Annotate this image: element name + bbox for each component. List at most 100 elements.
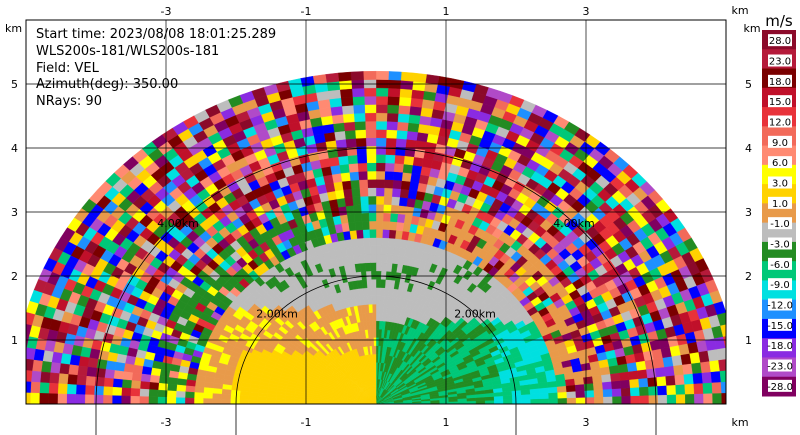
velocity-cell — [14, 358, 25, 370]
velocity-cell — [365, 137, 377, 147]
start-time: Start time: 2023/08/08 18:01:25.289 — [36, 27, 276, 42]
velocity-cell — [628, 370, 639, 380]
velocity-cell — [75, 394, 86, 404]
colorbar-label: 9.0 — [772, 138, 788, 149]
velocity-cell — [386, 112, 399, 123]
velocity-cell — [394, 230, 403, 240]
velocity-cell — [121, 379, 132, 389]
velocity-cell — [393, 163, 404, 173]
velocity-cell — [711, 381, 722, 394]
x-tick-label-bottom: 1 — [443, 416, 450, 429]
velocity-cell — [343, 121, 356, 132]
velocity-cell — [331, 114, 344, 125]
velocity-cell — [592, 374, 603, 384]
velocity-cell — [366, 162, 377, 172]
velocity-cell — [574, 383, 586, 392]
velocity-cell — [425, 74, 440, 85]
velocity-cell — [112, 386, 123, 397]
velocity-cell — [379, 295, 385, 305]
velocity-cell — [383, 195, 393, 206]
velocity-cell — [57, 393, 67, 404]
velocity-cell — [266, 396, 277, 402]
velocity-cell — [694, 393, 704, 404]
velocity-cell — [403, 155, 415, 166]
velocity-cell — [59, 363, 70, 375]
velocity-cell — [386, 121, 398, 131]
velocity-cell — [105, 360, 117, 371]
x-tick-label-top: 1 — [443, 5, 450, 18]
colorbar-label: -6.0 — [770, 260, 790, 271]
velocity-cell — [394, 154, 405, 165]
velocity-cell — [675, 393, 686, 404]
velocity-cell — [345, 138, 357, 148]
colorbar-label-bg — [768, 196, 792, 209]
velocity-cell — [666, 394, 677, 404]
velocity-cell — [475, 400, 486, 404]
velocity-cell — [367, 195, 377, 205]
velocity-cell — [202, 392, 213, 399]
velocity-cell — [400, 71, 415, 82]
colorbar-label-bg — [768, 135, 792, 148]
velocity-cell — [326, 148, 339, 159]
velocity-cell — [370, 270, 377, 280]
velocity-cell — [95, 367, 106, 379]
velocity-cell — [557, 397, 568, 404]
velocity-cell — [175, 391, 186, 399]
velocity-cell — [328, 156, 340, 167]
x-tick-label-bottom: 3 — [583, 416, 590, 429]
colorbar-label-bg — [768, 257, 792, 270]
velocity-cell — [378, 320, 383, 330]
velocity-cell — [384, 179, 394, 189]
velocity-cell — [408, 181, 419, 192]
velocity-cell — [378, 328, 382, 338]
x-tick-label-bottom: -3 — [161, 416, 172, 429]
azimuth: Azimuth(deg): 350.00 — [36, 77, 178, 92]
velocity-cell — [381, 237, 389, 247]
velocity-cell — [619, 371, 630, 381]
velocity-cell — [521, 393, 531, 400]
velocity-cell — [344, 129, 356, 140]
velocity-cell — [380, 262, 388, 272]
velocity-cell — [592, 382, 604, 391]
velocity-cell — [397, 113, 410, 123]
colorbar-label: 23.0 — [769, 57, 791, 68]
colorbar-label: -1.0 — [770, 219, 790, 230]
velocity-cell — [355, 137, 367, 147]
velocity-cell — [166, 390, 177, 398]
y-tick-label-left: 1 — [11, 334, 18, 347]
velocity-cell — [502, 395, 513, 401]
velocity-cell — [369, 245, 377, 255]
velocity-cell — [721, 392, 726, 404]
velocity-cell — [139, 396, 149, 404]
velocity-cell — [365, 270, 372, 280]
velocity-cell — [77, 365, 88, 377]
velocity-cell — [410, 89, 425, 100]
velocity-cell — [48, 372, 60, 384]
velocity-cell — [566, 397, 577, 404]
velocity-cell — [375, 287, 381, 297]
velocity-cell — [122, 371, 133, 381]
velocity-cell — [384, 170, 394, 181]
velocity-cell — [539, 392, 550, 399]
velocity-cell — [375, 362, 378, 371]
velocity-cell — [375, 87, 389, 97]
velocity-cell — [325, 140, 337, 151]
velocity-cell — [503, 399, 513, 404]
velocity-cell — [392, 246, 401, 256]
velocity-cell — [353, 212, 363, 223]
velocity-cell — [57, 383, 68, 395]
velocity-cell — [388, 229, 397, 239]
velocity-cell — [392, 179, 402, 190]
velocity-cell — [365, 145, 377, 155]
velocity-cell — [368, 212, 377, 222]
y-tick-label-right: 5 — [745, 78, 752, 91]
velocity-cell — [629, 378, 640, 388]
velocity-cell — [26, 324, 32, 337]
velocity-cell — [387, 237, 396, 248]
velocity-cell — [410, 97, 424, 108]
velocity-cell — [398, 104, 411, 115]
velocity-cell — [375, 170, 386, 180]
velocity-cell — [239, 395, 250, 401]
velocity-cell — [12, 381, 22, 393]
velocity-cell — [26, 370, 33, 383]
